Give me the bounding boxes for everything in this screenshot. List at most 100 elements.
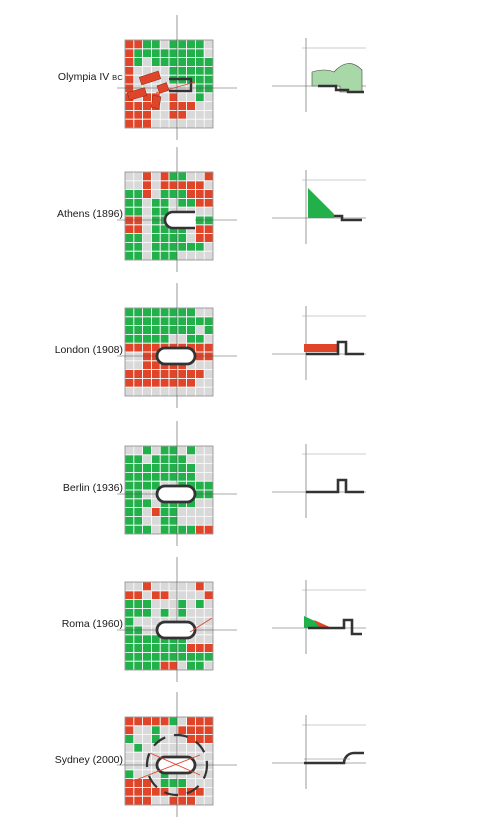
green-cell [178, 652, 187, 661]
green-cell [143, 525, 151, 534]
green-cell [134, 525, 143, 534]
green-cell [160, 644, 169, 652]
green-cell [204, 216, 213, 225]
green-cell [187, 66, 195, 75]
green-cell [187, 198, 195, 207]
green-cell [151, 207, 160, 216]
red-cell [169, 110, 178, 119]
green-cell [125, 644, 134, 652]
red-cell [178, 787, 187, 796]
red-cell [160, 181, 169, 190]
red-cell [204, 172, 213, 181]
green-cell [134, 481, 143, 490]
green-cell [204, 58, 213, 66]
red-cell [125, 779, 134, 787]
green-cell [195, 481, 204, 490]
green-cell [178, 455, 187, 464]
axis-line [189, 617, 213, 633]
green-cell [134, 635, 143, 644]
red-cell [178, 378, 187, 387]
temple-building [156, 82, 170, 94]
green-cell [151, 225, 160, 234]
green-cell [125, 600, 134, 608]
red-cell [134, 119, 143, 128]
red-cell [125, 49, 134, 58]
red-cell [134, 779, 143, 787]
ground-profile [304, 751, 364, 765]
red-cell [187, 370, 195, 378]
green-cell [125, 251, 134, 260]
red-cell [187, 735, 195, 743]
green-cell [134, 600, 143, 608]
green-cell [178, 40, 187, 49]
red-cell [125, 370, 134, 378]
red-cell [204, 352, 213, 361]
green-cell [160, 207, 169, 216]
red-cell [204, 198, 213, 207]
plan-border [124, 307, 214, 397]
green-cell [204, 84, 213, 93]
green-cell [151, 661, 160, 670]
red-cell [151, 508, 160, 516]
temple-building [126, 87, 148, 101]
green-cell [195, 216, 204, 225]
green-cell [169, 652, 178, 661]
red-cell [204, 234, 213, 242]
green-cell [169, 508, 178, 516]
red-cell [125, 75, 134, 84]
red-cell [143, 102, 151, 110]
red-cell [143, 119, 151, 128]
green-cell [125, 198, 134, 207]
green-cell [125, 234, 134, 242]
green-cell [195, 317, 204, 326]
red-cell [160, 370, 169, 378]
green-cell [160, 525, 169, 534]
red-cell [143, 717, 151, 726]
green-cell [195, 242, 204, 251]
green-cell [169, 779, 178, 787]
red-cell [204, 343, 213, 352]
label-roma: Roma (1960) [61, 618, 123, 630]
red-cell [187, 102, 195, 110]
green-cell [125, 735, 134, 743]
stadium-outline [155, 484, 197, 504]
red-cell [195, 726, 204, 735]
green-cell [134, 743, 143, 752]
green-cell [178, 317, 187, 326]
red-cell [151, 591, 160, 600]
red-cell [187, 378, 195, 387]
red-cell [151, 343, 160, 352]
green-cell [151, 326, 160, 334]
green-cell [160, 516, 169, 525]
green-cell [134, 490, 143, 499]
red-cell [134, 717, 143, 726]
red-cell [125, 66, 134, 75]
red-cell [151, 787, 160, 796]
green-cell [125, 635, 134, 644]
plan-border [124, 171, 214, 261]
green-cell [134, 652, 143, 661]
red-cell [195, 525, 204, 534]
green-cell [178, 234, 187, 242]
green-cell [151, 58, 160, 66]
red-cell [143, 172, 151, 181]
red-cell [187, 726, 195, 735]
green-cell [143, 644, 151, 652]
green-cell [143, 661, 151, 670]
red-cell [169, 796, 178, 805]
green-cell [204, 317, 213, 326]
red-cell [151, 361, 160, 370]
green-cell [125, 472, 134, 481]
red-cell [125, 787, 134, 796]
green-cell [178, 464, 187, 472]
green-cell [204, 75, 213, 84]
green-cell [143, 472, 151, 481]
green-cell [134, 308, 143, 317]
red-cell [178, 726, 187, 735]
green-cell [151, 251, 160, 260]
green-cell [195, 66, 204, 75]
green-cell [143, 317, 151, 326]
green-cell [125, 464, 134, 472]
green-cell [187, 464, 195, 472]
green-cell [151, 735, 160, 743]
